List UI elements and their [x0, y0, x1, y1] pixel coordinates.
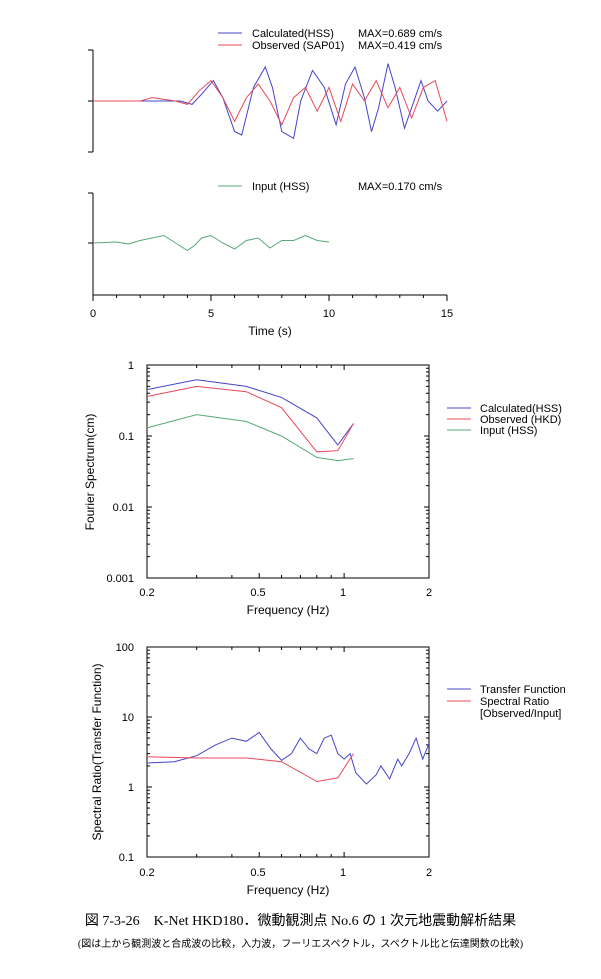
time-tick-label-0: 0	[90, 308, 96, 320]
ratio-y-tick-1: 1	[128, 782, 134, 794]
ratio-x-tick-0.5: 0.5	[250, 867, 265, 879]
fourier-calculated-line	[146, 379, 354, 446]
ratio-x-tick-0.2: 0.2	[139, 867, 154, 879]
input-waveform-line	[92, 234, 330, 252]
legend-max-input: MAX=0.170 cm/s	[358, 181, 443, 193]
fourier-x-tick-0.2: 0.2	[139, 587, 154, 599]
legend-text-spectral-ratio: Spectral Ratio [Observed/Input]	[480, 696, 561, 720]
fourier-plot-frame	[146, 364, 430, 579]
legend-text-fourier-observed: Observed (HKD)	[480, 414, 561, 426]
ratio-y-tick-10: 10	[122, 712, 134, 724]
legend-max-calculated: MAX=0.689 cm/s	[358, 28, 443, 40]
fourier-x-tick-0.5: 0.5	[250, 587, 265, 599]
waveform1-series-group	[93, 63, 448, 140]
ratio-tick-marks	[146, 647, 430, 858]
legend-text-input: Input (HSS)	[252, 181, 309, 193]
time-tick-label-10: 10	[323, 308, 335, 320]
legend-text-calculated: Calculated(HSS)	[252, 28, 334, 40]
fourier-x-tick-1: 1	[340, 587, 346, 599]
fourier-input-line	[146, 414, 354, 462]
time-tick-marks	[92, 295, 448, 301]
time-tick-label-15: 15	[441, 308, 453, 320]
time-tick-label-5: 5	[208, 308, 214, 320]
fourier-y-tick-1: 1	[128, 360, 134, 372]
ratio-x-axis-label: Frequency (Hz)	[247, 883, 330, 897]
waveform-panel-1: Calculated(HSS) MAX=0.689 cm/s Observed …	[88, 28, 448, 153]
time-axis-label: Time (s)	[248, 324, 292, 338]
waveform2-series-group	[92, 234, 330, 252]
fourier-x-axis-label: Frequency (Hz)	[247, 603, 330, 617]
ratio-series-group	[146, 731, 430, 785]
figure-subcaption: (図は上から観測波と合成波の比較，入力波，フーリエスペクトル，スペクトル比と伝達…	[77, 939, 524, 950]
spectral-ratio-line	[146, 753, 354, 783]
fourier-observed-line	[146, 385, 354, 453]
fourier-x-tick-2: 2	[426, 587, 432, 599]
transfer-function-line	[146, 731, 430, 785]
fourier-tick-marks	[146, 365, 430, 579]
ratio-x-tick-1: 1	[340, 867, 346, 879]
fourier-y-tick-0.001: 0.001	[106, 573, 134, 585]
legend-text-transfer-function: Transfer Function	[480, 684, 566, 696]
spectral-ratio-panel: 100 10 1 0.1 0.2 0.5 1 2 Frequency (Hz) …	[90, 642, 566, 897]
fourier-panel: 1 0.1 0.01 0.001 0.2 0.5 1 2 Frequency (…	[83, 360, 562, 617]
ratio-x-tick-2: 2	[426, 867, 432, 879]
ratio-y-tick-0.1: 0.1	[119, 852, 134, 864]
figure-caption: 図 7-3-26 K-Net HKD180．微動観測点 No.6 の 1 次元地…	[84, 914, 517, 929]
observed-waveform-line	[93, 79, 448, 126]
waveform-panel-2: 0 5 10 15 Time (s) Input (HSS) MAX=0.170…	[88, 181, 453, 338]
ratio-plot-frame	[146, 646, 430, 858]
fourier-y-tick-0.1: 0.1	[119, 431, 134, 443]
fourier-y-axis-label: Fourier Spectrum(cm)	[83, 414, 97, 531]
legend-text-fourier-input: Input (HSS)	[480, 425, 537, 437]
ratio-y-tick-100: 100	[116, 642, 134, 654]
ratio-y-axis-label: Spectral Ratio(Transfer Function)	[90, 664, 104, 841]
fourier-y-tick-0.01: 0.01	[113, 502, 134, 514]
calculated-waveform-line	[93, 63, 448, 140]
legend-text-observed: Observed (SAP01)	[252, 40, 344, 52]
legend-max-observed: MAX=0.419 cm/s	[358, 40, 443, 52]
fourier-series-group	[146, 379, 354, 462]
legend-text-fourier-calculated: Calculated(HSS)	[480, 403, 562, 415]
